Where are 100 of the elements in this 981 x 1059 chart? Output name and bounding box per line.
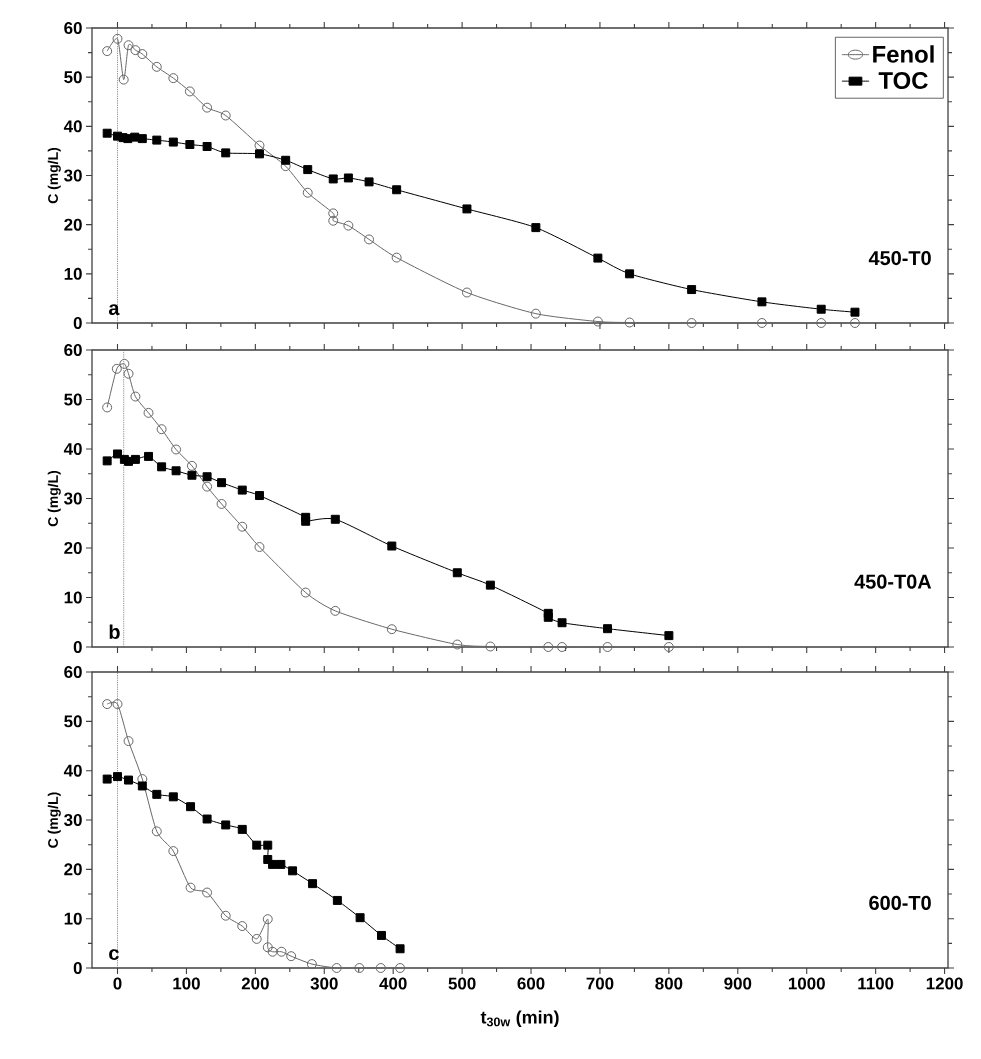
x-tick-label: 600 xyxy=(517,977,545,990)
y-axis-title: C (mg/L) xyxy=(47,792,61,848)
y-tick-label: 20 xyxy=(64,863,82,876)
point xyxy=(543,612,553,622)
point xyxy=(386,624,397,635)
point xyxy=(603,624,613,634)
point xyxy=(151,826,162,837)
point xyxy=(130,45,141,56)
point xyxy=(602,642,613,652)
point xyxy=(102,402,113,413)
point xyxy=(461,287,472,298)
point xyxy=(850,307,860,317)
point xyxy=(816,318,827,328)
point xyxy=(255,149,264,159)
point xyxy=(328,174,338,184)
point xyxy=(593,253,603,263)
point xyxy=(137,49,148,60)
point xyxy=(111,363,122,374)
point xyxy=(124,775,134,785)
x-tick-label: 1200 xyxy=(926,977,963,990)
point xyxy=(237,921,248,932)
point xyxy=(395,944,405,954)
point xyxy=(375,963,386,973)
point xyxy=(332,895,342,905)
point xyxy=(302,187,313,198)
annotation: 450-T0A xyxy=(854,574,932,589)
point xyxy=(452,568,462,578)
point xyxy=(254,542,265,552)
point xyxy=(102,699,113,710)
point xyxy=(184,86,195,97)
point xyxy=(301,516,311,526)
point xyxy=(756,318,767,328)
point xyxy=(119,358,130,369)
point xyxy=(168,846,179,857)
point xyxy=(392,185,402,195)
point xyxy=(364,234,375,245)
point xyxy=(152,789,162,799)
point xyxy=(220,110,231,121)
x-tick-label: 100 xyxy=(173,977,200,990)
point xyxy=(118,74,129,85)
y-tick-label: 0 xyxy=(73,641,82,653)
point xyxy=(123,368,134,379)
point xyxy=(113,449,122,459)
point xyxy=(355,913,365,923)
y-tick-label: 40 xyxy=(63,120,82,133)
point xyxy=(130,454,140,464)
y-tick-label: 50 xyxy=(64,71,82,84)
point xyxy=(330,605,341,616)
point xyxy=(281,155,291,165)
point xyxy=(686,318,697,328)
point xyxy=(220,910,231,921)
y-tick-label: 30 xyxy=(64,492,82,505)
point xyxy=(152,135,162,145)
y-tick-label: 60 xyxy=(64,666,82,679)
x-tick-label: 0 xyxy=(113,977,122,990)
point xyxy=(186,802,196,812)
y-tick-label: 30 xyxy=(64,814,82,827)
point xyxy=(592,316,603,327)
point xyxy=(143,407,154,418)
point xyxy=(376,930,386,940)
point xyxy=(387,541,397,551)
y-tick-label: 20 xyxy=(64,218,82,231)
point xyxy=(123,40,134,51)
point xyxy=(557,642,568,652)
point xyxy=(102,46,113,57)
annotation: b xyxy=(109,624,120,640)
point xyxy=(276,946,287,957)
legend-label: Fenol xyxy=(873,45,934,63)
y-tick-label: 50 xyxy=(64,715,82,728)
y-tick-label: 60 xyxy=(64,344,82,357)
point xyxy=(113,772,122,782)
point xyxy=(185,140,195,150)
point xyxy=(112,699,123,710)
y-tick-label: 50 xyxy=(64,393,82,406)
point xyxy=(530,308,541,319)
y-axis-title: C (mg/L) xyxy=(47,470,61,527)
point xyxy=(202,142,212,151)
point xyxy=(364,177,374,187)
y-tick-label: 10 xyxy=(64,912,82,925)
point xyxy=(485,641,496,652)
y-tick-label: 30 xyxy=(64,169,82,182)
point xyxy=(663,642,674,652)
point xyxy=(263,840,273,850)
point xyxy=(130,132,140,142)
point xyxy=(137,781,147,791)
point xyxy=(144,451,153,461)
point xyxy=(112,33,123,44)
point xyxy=(687,285,697,295)
point xyxy=(168,73,179,84)
point xyxy=(664,631,674,641)
point xyxy=(330,514,340,524)
point xyxy=(185,882,196,893)
y-axis-title: C (mg/L) xyxy=(47,147,61,204)
x-tick-label: 700 xyxy=(586,977,614,990)
point xyxy=(288,866,298,876)
point xyxy=(262,942,273,953)
point xyxy=(354,963,365,973)
point xyxy=(171,466,181,476)
x-tick-label: 800 xyxy=(655,977,683,990)
point xyxy=(625,269,635,279)
